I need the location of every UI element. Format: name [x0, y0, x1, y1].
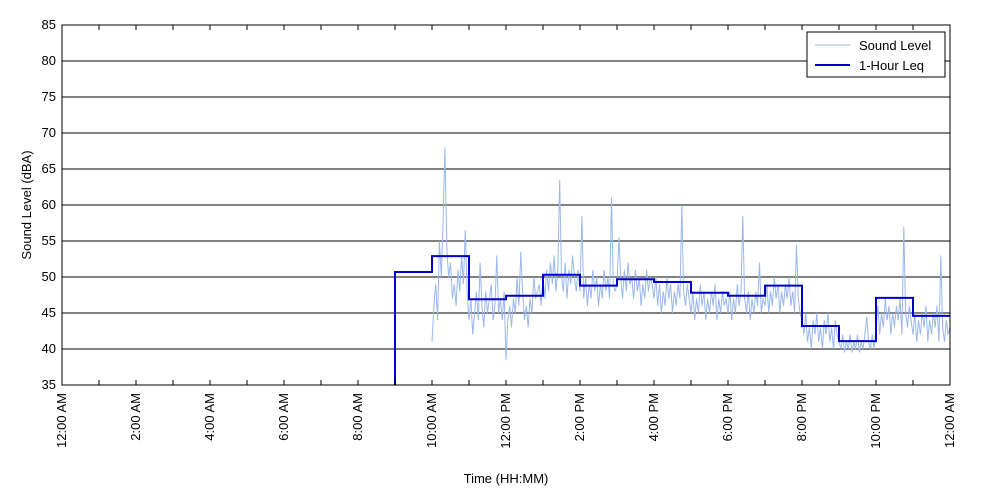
- x-tick-label: 6:00 AM: [276, 393, 291, 441]
- x-tick-label: 4:00 PM: [646, 393, 661, 441]
- axis-ticks: 35 40 45 50 55 60 65 70 75 80 85 12:00 AM 2:00 AM 4:0…: [42, 17, 957, 449]
- x-tick-label: 12:00 AM: [54, 393, 69, 448]
- grid-lines: [62, 60, 950, 350]
- x-tick-label: 4:00 AM: [202, 393, 217, 441]
- x-tick-label: 8:00 PM: [794, 393, 809, 441]
- y-tick-label: 65: [42, 161, 56, 176]
- x-tick-label: 2:00 AM: [128, 393, 143, 441]
- x-tick-label: 8:00 AM: [350, 393, 365, 441]
- series-line-sound-level: [431, 147, 951, 360]
- y-tick-label: 55: [42, 233, 56, 248]
- legend-label-sound-level: Sound Level: [859, 38, 931, 53]
- y-tick-label: 45: [42, 305, 56, 320]
- legend: Sound Level 1-Hour Leq: [806, 31, 946, 78]
- y-tick-label: 35: [42, 377, 56, 392]
- y-tick-label: 40: [42, 341, 56, 356]
- x-tick-label: 2:00 PM: [572, 393, 587, 441]
- series-line-1-hour-leq: [394, 255, 950, 385]
- x-tick-label: 10:00 PM: [868, 393, 883, 449]
- x-tick-label: 12:00 AM: [942, 393, 957, 448]
- y-tick-label: 80: [42, 53, 56, 68]
- y-tick-label: 60: [42, 197, 56, 212]
- y-tick-label: 50: [42, 269, 56, 284]
- y-axis-title: Sound Level (dBA): [19, 150, 34, 259]
- legend-box: [806, 31, 946, 78]
- series-layer: [394, 147, 951, 385]
- x-tick-label: 12:00 PM: [498, 393, 513, 449]
- y-tick-label: 70: [42, 125, 56, 140]
- x-tick-label: 10:00 AM: [424, 393, 439, 448]
- y-tick-label: 85: [42, 17, 56, 32]
- x-tick-label: 6:00 PM: [720, 393, 735, 441]
- x-axis-title: Time (HH:MM): [464, 471, 549, 486]
- y-tick-label: 75: [42, 89, 56, 104]
- legend-label-1-hour-leq: 1-Hour Leq: [859, 58, 924, 73]
